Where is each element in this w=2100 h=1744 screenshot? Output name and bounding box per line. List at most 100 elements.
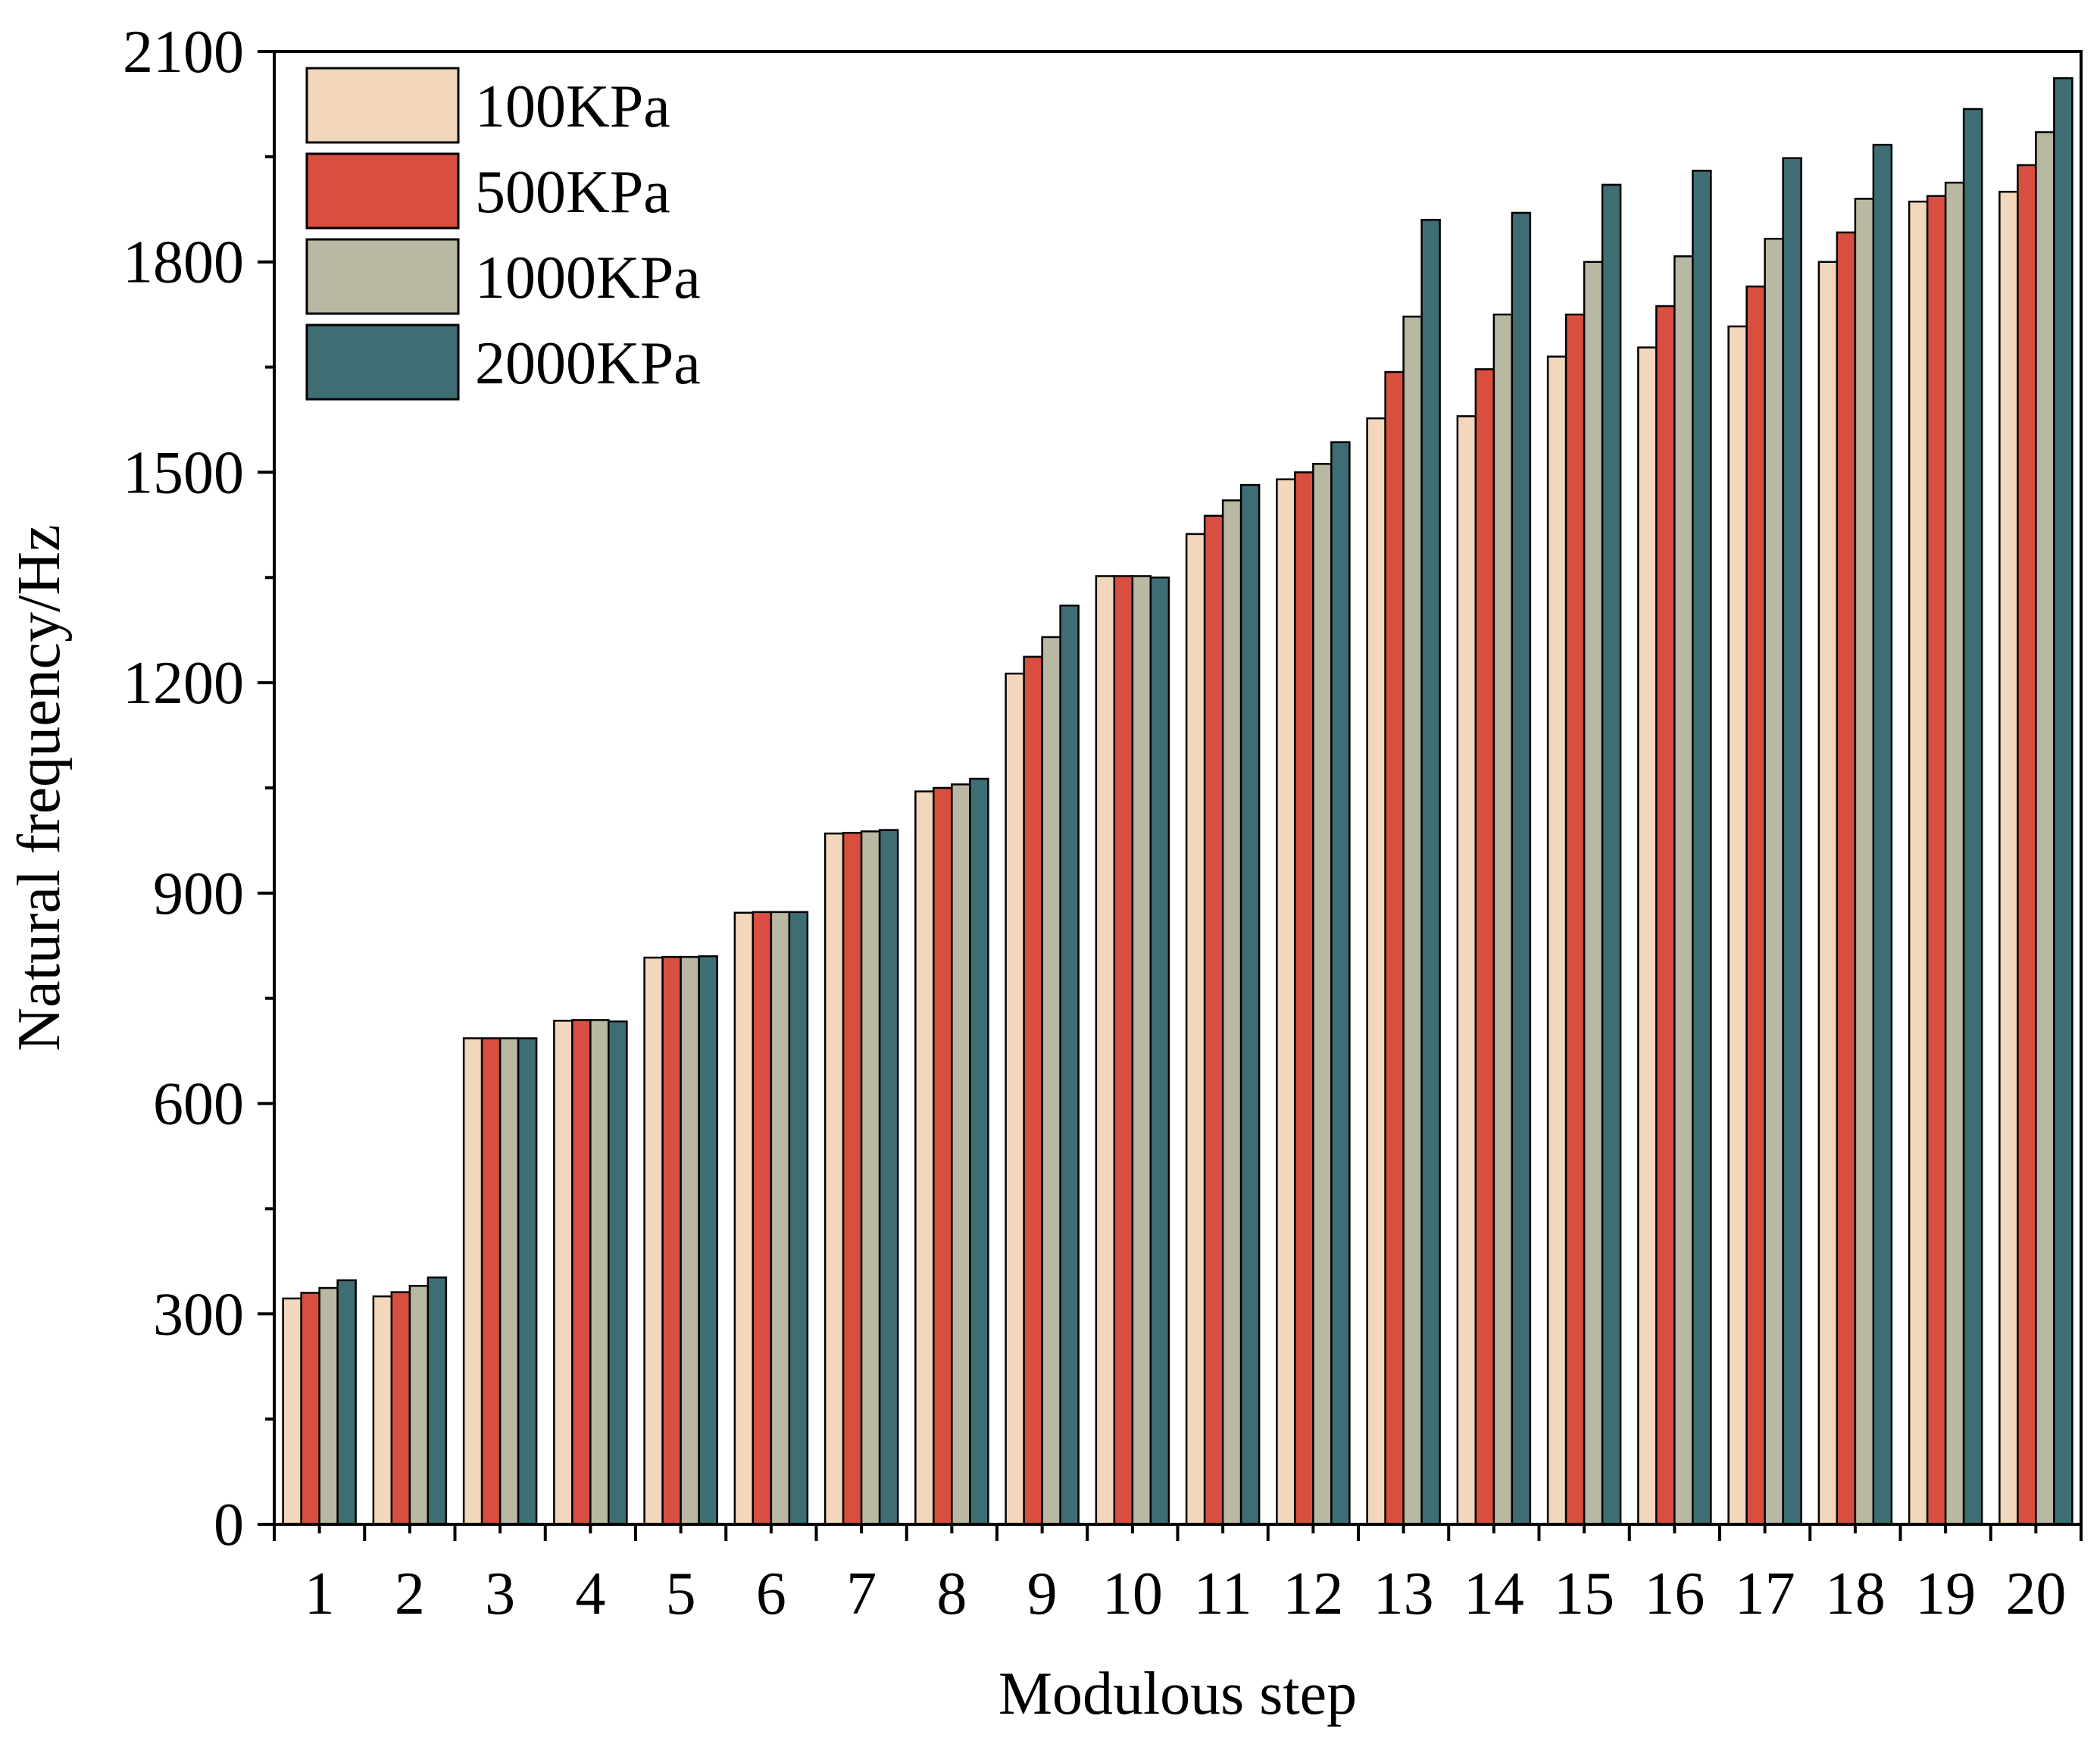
- bar-2000KPa-step-5: [698, 955, 718, 1526]
- bar-1000KPa-step-7: [860, 830, 881, 1526]
- legend-swatch-100KPa: [305, 67, 460, 144]
- y-tick-label: 0: [214, 1492, 244, 1558]
- bar-1000KPa-step-3: [498, 1037, 520, 1526]
- bar-500KPa-step-1: [300, 1292, 320, 1526]
- bar-2000KPa-step-7: [878, 829, 899, 1526]
- bar-1000KPa-step-9: [1041, 636, 1061, 1526]
- bar-100KPa-step-8: [914, 790, 935, 1526]
- bar-500KPa-step-11: [1203, 514, 1224, 1526]
- x-tick-label: 2: [395, 1561, 425, 1627]
- bar-1000KPa-step-4: [589, 1019, 610, 1526]
- x-tick-label: 11: [1194, 1561, 1252, 1627]
- y-tick-label: 2100: [123, 19, 244, 86]
- x-tick-label: 4: [575, 1561, 605, 1627]
- bar-1000KPa-step-2: [408, 1285, 430, 1526]
- bar-2000KPa-step-11: [1239, 483, 1261, 1526]
- bar-1000KPa-step-6: [770, 911, 791, 1526]
- bar-500KPa-step-8: [933, 786, 953, 1526]
- bar-1000KPa-step-15: [1583, 261, 1604, 1526]
- y-tick-label: 900: [153, 861, 244, 927]
- bar-2000KPa-step-4: [608, 1020, 628, 1526]
- bar-500KPa-step-9: [1023, 655, 1043, 1526]
- bar-500KPa-step-17: [1745, 285, 1766, 1526]
- bar-1000KPa-step-1: [318, 1286, 339, 1526]
- legend-swatch-1000KPa: [305, 238, 460, 315]
- bar-2000KPa-step-14: [1511, 211, 1532, 1526]
- bar-500KPa-step-16: [1655, 305, 1676, 1526]
- x-tick-label: 6: [756, 1561, 786, 1627]
- bar-1000KPa-step-19: [1944, 181, 1965, 1526]
- bar-100KPa-step-9: [1005, 672, 1025, 1526]
- bar-500KPa-step-6: [752, 911, 773, 1526]
- bar-100KPa-step-15: [1546, 355, 1567, 1526]
- x-tick-label: 7: [846, 1561, 877, 1627]
- bar-2000KPa-step-2: [427, 1276, 448, 1526]
- x-tick-label: 10: [1102, 1561, 1163, 1627]
- bar-100KPa-step-2: [372, 1295, 393, 1526]
- bar-500KPa-step-15: [1564, 313, 1586, 1526]
- bar-100KPa-step-20: [1998, 190, 2019, 1526]
- bar-100KPa-step-6: [733, 911, 755, 1526]
- bar-2000KPa-step-18: [1872, 143, 1893, 1526]
- bar-2000KPa-step-1: [336, 1279, 357, 1526]
- bar-100KPa-step-12: [1276, 478, 1296, 1526]
- y-tick-label: 600: [153, 1071, 244, 1138]
- legend-label-100KPa: 100KPa: [475, 73, 670, 140]
- bar-500KPa-step-2: [390, 1291, 411, 1526]
- bar-500KPa-step-13: [1384, 370, 1405, 1526]
- x-tick-label: 17: [1735, 1561, 1795, 1627]
- bar-100KPa-step-14: [1456, 415, 1477, 1526]
- bar-500KPa-step-20: [2017, 164, 2037, 1526]
- x-tick-label: 13: [1373, 1561, 1434, 1627]
- bar-500KPa-step-5: [661, 955, 682, 1526]
- y-tick-label: 300: [153, 1281, 244, 1348]
- bar-1000KPa-step-18: [1854, 198, 1875, 1526]
- x-tick-label: 3: [485, 1561, 515, 1627]
- bar-2000KPa-step-3: [517, 1037, 538, 1526]
- bar-2000KPa-step-16: [1692, 170, 1712, 1526]
- bar-500KPa-step-12: [1294, 471, 1314, 1526]
- bar-100KPa-step-11: [1185, 533, 1206, 1526]
- bar-2000KPa-step-8: [969, 777, 989, 1526]
- bar-2000KPa-step-9: [1059, 605, 1080, 1526]
- bar-100KPa-step-18: [1817, 261, 1839, 1526]
- bar-500KPa-step-10: [1113, 575, 1134, 1526]
- legend-label-500KPa: 500KPa: [475, 159, 670, 226]
- bar-2000KPa-step-13: [1420, 218, 1441, 1526]
- bar-1000KPa-step-16: [1673, 255, 1694, 1526]
- bar-1000KPa-step-13: [1402, 315, 1423, 1526]
- bar-100KPa-step-17: [1727, 325, 1748, 1526]
- y-tick-label: 1500: [123, 439, 244, 506]
- bar-1000KPa-step-10: [1131, 575, 1152, 1526]
- x-tick-label: 16: [1644, 1561, 1705, 1627]
- x-tick-label: 12: [1283, 1561, 1343, 1627]
- bar-500KPa-step-4: [571, 1019, 592, 1526]
- bar-2000KPa-step-20: [2053, 77, 2073, 1526]
- x-axis-title: Modulous step: [998, 1661, 1357, 1727]
- bar-1000KPa-step-17: [1764, 237, 1784, 1526]
- bar-100KPa-step-10: [1095, 575, 1116, 1526]
- bar-100KPa-step-7: [823, 832, 845, 1526]
- x-tick-label: 14: [1464, 1561, 1524, 1627]
- bar-1000KPa-step-12: [1312, 463, 1333, 1526]
- x-tick-label: 20: [2005, 1561, 2066, 1627]
- x-tick-label: 9: [1027, 1561, 1058, 1627]
- bar-500KPa-step-18: [1836, 231, 1857, 1526]
- bar-2000KPa-step-15: [1601, 183, 1622, 1526]
- bar-100KPa-step-4: [553, 1020, 573, 1526]
- y-axis-title: Natural frequency/Hz: [6, 524, 73, 1051]
- x-tick-label: 19: [1915, 1561, 1976, 1627]
- bar-500KPa-step-7: [842, 831, 863, 1526]
- legend-label-1000KPa: 1000KPa: [475, 245, 701, 311]
- y-tick-label: 1800: [123, 230, 244, 296]
- bar-100KPa-step-13: [1366, 417, 1386, 1526]
- bars-layer: [282, 77, 2073, 1526]
- bar-2000KPa-step-6: [788, 911, 809, 1526]
- bar-1000KPa-step-8: [951, 783, 971, 1526]
- bar-500KPa-step-14: [1474, 368, 1495, 1526]
- bar-100KPa-step-3: [462, 1037, 483, 1526]
- bar-1000KPa-step-20: [2035, 131, 2055, 1526]
- legend-swatch-2000KPa: [305, 323, 460, 401]
- y-tick-label: 1200: [123, 650, 244, 717]
